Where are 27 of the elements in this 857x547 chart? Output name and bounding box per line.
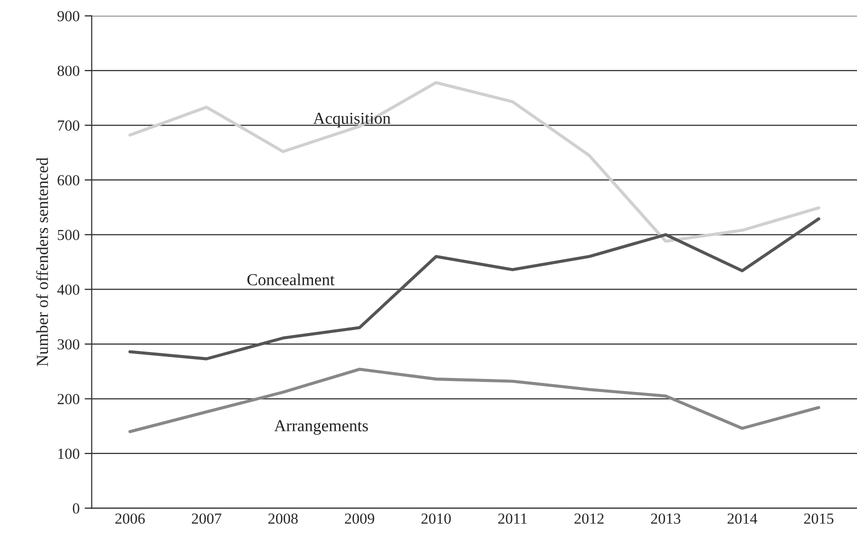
- x-tick-label: 2008: [268, 513, 298, 524]
- x-tick-label: 2013: [651, 513, 680, 524]
- series-label: Arrangements: [274, 420, 368, 435]
- line-series: [128, 81, 820, 243]
- x-tick-label: 2007: [192, 513, 222, 524]
- x-tick-label: 2014: [728, 513, 758, 524]
- series-label: Acquisition: [313, 112, 391, 128]
- y-axis-title: Number of offenders sentenced: [36, 158, 48, 366]
- y-tick-label: 700: [58, 120, 80, 131]
- y-tick-label: 600: [58, 175, 80, 186]
- y-tick-label: 200: [58, 394, 80, 404]
- x-tick-label: 2015: [804, 513, 834, 524]
- y-tick-label: 900: [57, 11, 80, 22]
- line-series: [128, 217, 820, 360]
- x-tick-label: 2010: [421, 513, 451, 524]
- y-tick-label: 0: [72, 503, 80, 514]
- y-tick-label: 400: [57, 284, 80, 295]
- y-tick-label: 100: [58, 448, 80, 459]
- y-tick-label: 800: [58, 66, 80, 76]
- y-tick-label: 500: [58, 230, 80, 240]
- text: Concealment: [247, 274, 335, 286]
- x-tick-label: 2009: [344, 513, 374, 524]
- y-tick-label: 300: [58, 339, 80, 350]
- x-tick-label: 2006: [115, 513, 145, 524]
- x-tick-label: 2011: [498, 513, 527, 524]
- x-tick-label: 2012: [574, 513, 604, 524]
- line-series: [128, 368, 820, 434]
